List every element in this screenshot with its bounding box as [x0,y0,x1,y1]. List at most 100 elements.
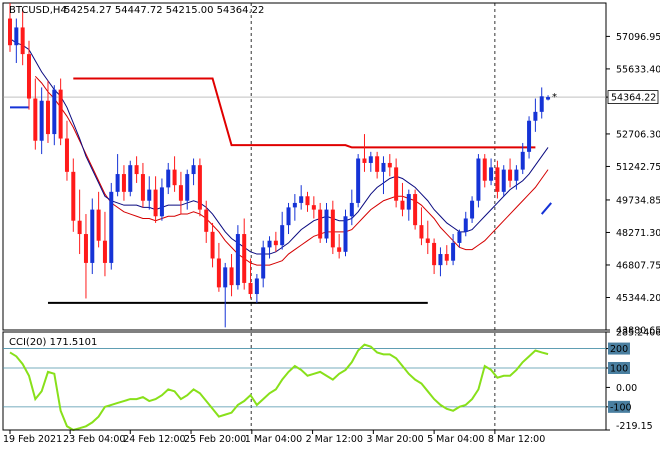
candle-body [413,194,418,226]
cci-level-box [608,361,630,374]
candle-body [166,169,171,188]
bearish-candle [20,9,25,66]
candle-body [368,156,373,163]
candle-body [77,220,82,235]
bearish-candle [413,189,418,230]
bearish-candle [64,120,69,181]
time-axis-label: 25 Feb 20:00 [184,434,246,445]
candle-body [71,171,76,221]
bearish-candle [83,214,88,299]
bearish-candle [337,234,342,259]
bullish-candle [463,211,468,237]
candle-body [153,189,158,217]
bearish-candle [425,220,430,255]
price-axis-label: 55633.40 [616,64,660,75]
bearish-candle [362,134,367,172]
candle-body [267,240,272,248]
candle-body [229,267,234,286]
bearish-candle [229,254,234,297]
candle-body [223,267,228,288]
bullish-candle [476,154,481,208]
candle-body [109,191,114,263]
last-price-marker: * [552,92,557,103]
bearish-candle [482,154,487,188]
bullish-candle [299,185,304,210]
candle-body [495,167,500,192]
bullish-candle [457,229,462,248]
candle-body [26,54,31,99]
bearish-candle [419,207,424,246]
candle-body [470,200,475,219]
candle-body [216,258,221,288]
bullish-candle [14,18,19,63]
bullish-candle [356,154,361,208]
bullish-candle [267,236,272,259]
candle-body [248,282,253,295]
bullish-candle [52,85,57,146]
bullish-candle [406,189,411,221]
candle-body [514,169,519,181]
candle-body [419,225,424,239]
cci-axis-label: 100 [610,363,628,374]
cci-panel: 285.2406 200 100 0.00 -100 -219.15 [2,328,660,432]
bullish-candle [520,142,525,175]
candle-body [102,240,107,263]
bearish-candle [153,176,158,223]
price-panel: 57096.95 55633.40 52706.30 51242.75 49734.85… [2,2,660,430]
cci-axis-label: 200 [610,344,628,355]
cci-axis-label: 0.00 [616,383,637,394]
candle-body [343,216,348,252]
candle-body [527,120,532,152]
candle-body [20,27,25,55]
candle-body [128,165,133,192]
bullish-candle [185,169,190,210]
bearish-candle [96,191,101,248]
bearish-candle [495,160,500,199]
time-axis-label: 3 Mar 20:00 [366,434,423,445]
price-axis-label: 43880.65 [616,326,660,337]
candle-body [438,254,443,266]
bearish-candle [248,258,253,299]
time-axis-label: 8 Mar 12:00 [488,434,545,445]
bullish-candle [381,156,386,195]
bearish-candle [71,158,76,232]
cci-axis-label: -219.15 [616,421,653,432]
candle-body [178,185,183,201]
bullish-candle [280,211,285,250]
bearish-candle [318,202,323,243]
candle-body [83,234,88,263]
price-axis-label: 52706.30 [616,129,660,140]
candle-body [508,169,513,181]
candle-body [254,278,259,295]
candle-body [520,151,525,170]
candle-body [14,27,19,46]
candle-body [286,207,291,226]
candle-body [356,158,361,203]
candle-body [204,209,209,232]
candle-body [90,209,95,263]
cci-indicator-label: CCI(20) 171.5101 [9,337,97,348]
bullish-candle [90,198,95,275]
candle-body [546,97,551,100]
bullish-candle [235,225,240,290]
bullish-candle [349,189,354,226]
current-price-box [607,90,659,105]
symbol-label: BTCUSD,H4 [9,5,67,16]
candle-body [432,242,437,266]
candle-body [349,202,354,217]
candle-body [337,247,342,252]
candle-body [330,209,335,248]
bearish-candle [134,156,139,183]
candle-body [476,158,481,201]
bullish-candle [438,247,443,277]
candle-body [273,240,278,246]
bearish-candle [432,238,437,275]
bullish-candle [109,182,114,270]
candle-body [482,158,487,181]
candle-body [39,100,44,141]
bearish-candle [210,222,215,268]
candle-body [400,200,405,210]
candle-body [463,218,468,232]
bullish-candle [39,87,44,155]
